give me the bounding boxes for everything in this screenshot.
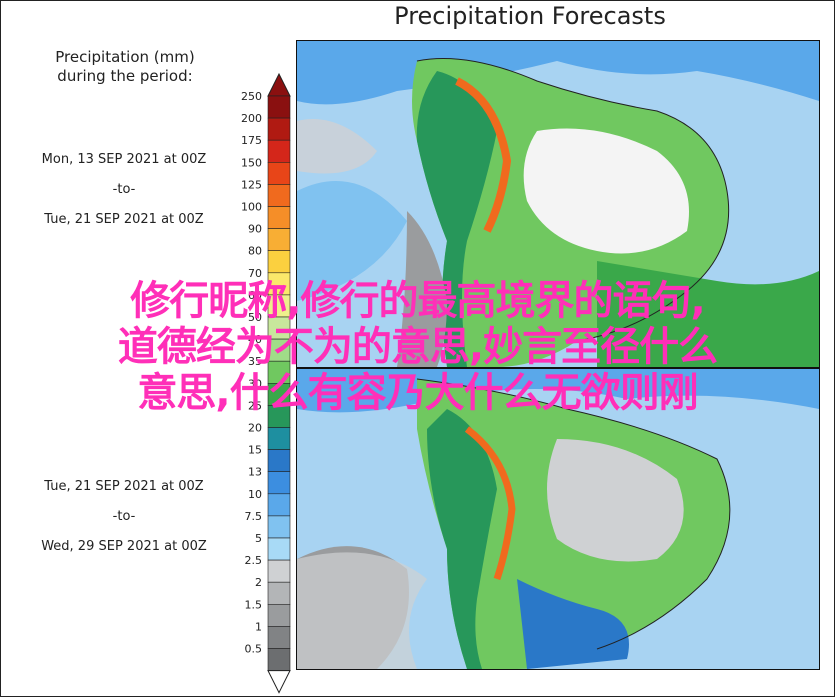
scale-tick-label: 250 xyxy=(241,90,262,103)
scale-tick-label: 2 xyxy=(255,576,262,589)
period-1-to: -to- xyxy=(112,182,136,197)
scale-swatch xyxy=(267,648,291,671)
period-1-end: Tue, 21 SEP 2021 at 00Z xyxy=(44,212,204,227)
legend-title-line1: Precipitation (mm) xyxy=(55,48,195,66)
period-2-end: Wed, 29 SEP 2021 at 00Z xyxy=(41,539,207,554)
scale-tick-label: 1.5 xyxy=(245,598,263,611)
scale-swatch xyxy=(267,559,291,583)
scale-tick-label: 2.5 xyxy=(245,554,263,567)
page-title: Precipitation Forecasts xyxy=(394,2,666,30)
legend-title: Precipitation (mm) during the period: xyxy=(20,48,230,86)
scale-tick-label: 175 xyxy=(241,134,262,147)
scale-swatch xyxy=(267,250,291,274)
scale-swatch xyxy=(267,427,291,450)
scale-tick-label: 0.5 xyxy=(245,643,263,656)
scale-tick-label: 25 xyxy=(248,399,262,412)
forecast-map-2 xyxy=(296,368,820,670)
scale-tick-label: 30 xyxy=(248,377,262,390)
scale-swatch xyxy=(267,603,291,627)
scale-tick-label: 70 xyxy=(248,267,262,280)
overlay-line-1: 修行昵称,修行的最高境界的语句, xyxy=(130,278,705,324)
scale-tick-label: 60 xyxy=(248,289,262,302)
scale-swatch xyxy=(267,493,291,517)
scale-swatch xyxy=(267,228,291,252)
scale-swatch xyxy=(267,184,291,207)
forecast-map-1 xyxy=(296,40,820,368)
legend-title-line2: during the period: xyxy=(57,67,193,85)
south-america-map-2 xyxy=(297,369,819,669)
scale-swatch xyxy=(267,626,291,649)
scale-tick-label: 80 xyxy=(248,245,262,258)
scale-tick-label: 1 xyxy=(255,620,262,633)
scale-tick-label: 10 xyxy=(248,488,262,501)
overlay-text: 修行昵称,修行的最高境界的语句, 道德经为不为的意思,妙言至径什么 意思,什么有… xyxy=(0,278,835,416)
scale-swatch xyxy=(267,162,291,185)
scale-arrow-top xyxy=(267,72,291,97)
scale-swatch xyxy=(267,537,291,561)
scale-swatch xyxy=(267,117,291,141)
scale-tick-label: 13 xyxy=(248,466,262,479)
scale-swatch xyxy=(267,449,291,473)
overlay-line-3: 意思,什么有容乃大什么无欲则刚 xyxy=(137,370,698,416)
scale-arrow-bottom xyxy=(267,670,291,694)
period-2-start: Tue, 21 SEP 2021 at 00Z xyxy=(44,479,204,494)
scale-tick-label: 50 xyxy=(248,311,262,324)
period-2-to: -to- xyxy=(112,509,136,524)
scale-tick-label: 40 xyxy=(248,333,262,346)
scale-tick-label: 90 xyxy=(248,223,262,236)
overlay-line-2: 道德经为不为的意思,妙言至径什么 xyxy=(117,324,718,370)
scale-swatch xyxy=(267,139,291,163)
scale-tick-label: 5 xyxy=(255,532,262,545)
scale-tick-label: 20 xyxy=(248,422,262,435)
scale-swatch xyxy=(267,515,291,539)
scale-tick-label: 15 xyxy=(248,444,262,457)
scale-tick-label: 200 xyxy=(241,112,262,125)
scale-tick-label: 35 xyxy=(248,355,262,368)
scale-tick-label: 100 xyxy=(241,201,262,214)
south-america-map-1 xyxy=(297,41,819,367)
scale-swatch xyxy=(267,581,291,605)
precipitation-color-scale: 2502001751501251009080706050403530252015… xyxy=(241,72,291,694)
scale-tick-label: 150 xyxy=(241,156,262,169)
scale-tick-label: 125 xyxy=(241,178,262,191)
scale-swatch xyxy=(267,471,291,495)
scale-swatch xyxy=(267,95,291,119)
scale-tick-label: 7.5 xyxy=(245,510,263,523)
period-1-start: Mon, 13 SEP 2021 at 00Z xyxy=(41,152,207,167)
scale-swatch xyxy=(267,206,291,229)
